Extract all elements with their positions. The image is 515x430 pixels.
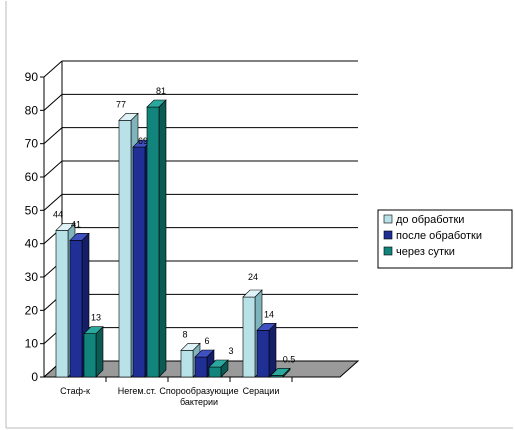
data-label: 81 — [156, 86, 166, 96]
y-tick-label: 30 — [25, 270, 39, 284]
bar-side — [158, 99, 167, 378]
bar-front — [208, 366, 222, 378]
y-tick-label: 10 — [25, 337, 39, 351]
bar-top — [83, 326, 104, 334]
bar-side — [268, 322, 277, 378]
gridline-depth — [43, 60, 63, 78]
y-tick-label: 20 — [25, 303, 39, 317]
bar-top — [146, 99, 167, 108]
legend-box — [377, 209, 513, 269]
data-label: 77 — [116, 99, 126, 109]
x-category-label: Спорообразующие — [159, 386, 238, 396]
y-tick-label: 80 — [25, 103, 39, 117]
legend-swatch — [383, 230, 393, 240]
bar-3-cat-3 — [208, 359, 229, 378]
x-category-label: Серации — [243, 386, 280, 396]
y-tick-label: 50 — [25, 203, 39, 217]
y-tick-label: 40 — [25, 237, 39, 251]
data-label: 0.5 — [283, 354, 296, 364]
bar-front — [146, 106, 160, 378]
gridline-depth — [43, 160, 63, 178]
data-label: 41 — [71, 219, 81, 229]
bar-front — [242, 296, 256, 378]
bar-front — [55, 230, 69, 378]
legend-label: через сутки — [396, 246, 455, 258]
x-category-label: Негем.ст. — [118, 386, 156, 396]
x-category-label: Стаф-к — [60, 386, 90, 396]
bar-front — [69, 240, 83, 378]
chart-frame — [5, 1, 513, 429]
bar-front — [256, 330, 270, 378]
gridline-depth — [43, 193, 63, 211]
data-label: 44 — [53, 209, 63, 219]
bar-3-cat-2 — [146, 99, 167, 378]
bar-front — [194, 356, 208, 378]
data-label: 24 — [248, 272, 258, 282]
legend: до обработки после обработки через сутки — [377, 209, 513, 269]
bar-top — [69, 233, 90, 241]
data-labels: 44 41 13 77 69 81 8 6 3 24 14 0.5 — [53, 86, 295, 364]
data-label: 13 — [91, 313, 101, 323]
y-tick-label: 70 — [25, 137, 39, 151]
bar-3-cat-4 — [270, 367, 291, 378]
data-label: 3 — [228, 346, 233, 356]
bar-top — [118, 113, 139, 121]
bar-top — [256, 323, 277, 331]
bar-top — [270, 368, 291, 376]
data-label: 69 — [138, 136, 148, 146]
bar-front — [83, 333, 97, 378]
bars — [55, 99, 291, 378]
bar-top — [242, 289, 263, 298]
legend-label: до обработки — [396, 214, 464, 226]
y-tick-label: 60 — [25, 170, 39, 184]
bar-top — [55, 223, 76, 231]
bar-front — [132, 146, 146, 378]
bar-side — [95, 325, 104, 378]
bar-top — [180, 343, 201, 351]
bar-3-cat-1 — [83, 325, 104, 378]
y-tick-label: 90 — [25, 70, 39, 84]
x-category-label: бактерии — [180, 397, 218, 407]
data-label: 6 — [204, 336, 209, 346]
data-label: 8 — [182, 329, 187, 339]
bar-top — [208, 359, 229, 368]
bar-front — [118, 120, 132, 378]
bar-2-cat-4 — [256, 322, 277, 378]
bar-top — [194, 349, 215, 358]
legend-label: после обработки — [396, 230, 482, 242]
data-label: 14 — [264, 309, 274, 319]
gridline-depth — [43, 127, 63, 145]
legend-swatch — [383, 246, 393, 256]
y-tick-label: 0 — [31, 370, 38, 384]
bar-front — [180, 350, 194, 378]
legend-swatch — [383, 214, 393, 224]
gridline-depth — [43, 93, 63, 111]
